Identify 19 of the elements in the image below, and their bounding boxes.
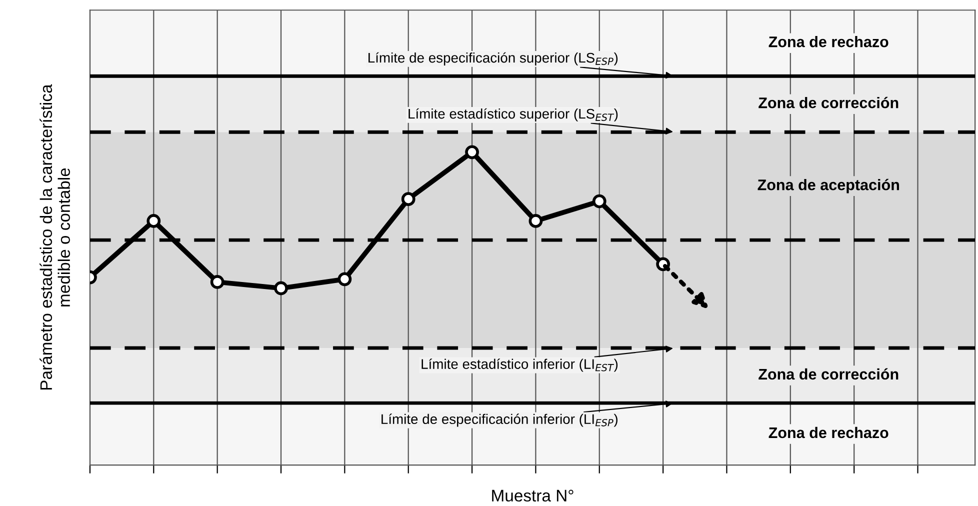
ref-line-label: Límite de especificación superior (LS$_{ESP}$) bbox=[368, 52, 618, 66]
band-label: Zona de corrección bbox=[758, 368, 898, 380]
point bbox=[401, 192, 416, 206]
band-label: Zona de rechazo bbox=[768, 36, 888, 48]
point bbox=[210, 275, 224, 289]
ref-line-label: Límite estadístico inferior (LI$_{EST}$) bbox=[422, 358, 618, 372]
point bbox=[592, 194, 606, 208]
band-label: Zona de rechazo bbox=[768, 426, 888, 438]
x-axis-title: Muestra N° bbox=[492, 490, 574, 502]
ref-line-label: Límite de especificación inferior (LI$_{ESP}$) bbox=[382, 414, 618, 427]
band-label: Zona de corrección bbox=[758, 96, 898, 108]
ref-line-label: Límite estadístico superior (LS$_{EST}$) bbox=[408, 108, 618, 122]
point bbox=[338, 272, 352, 286]
y-axis-title: Parámetro estadístico de la característica medible o contable bbox=[40, 84, 70, 390]
point bbox=[528, 214, 543, 228]
point bbox=[465, 145, 479, 160]
point bbox=[274, 281, 288, 296]
band-label: Zona de aceptación bbox=[758, 178, 899, 194]
point bbox=[146, 214, 161, 228]
